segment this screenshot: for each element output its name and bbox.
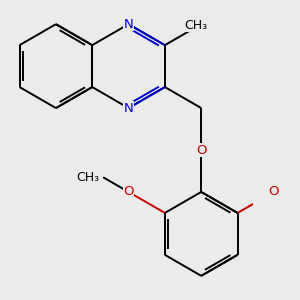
Text: N: N xyxy=(124,102,134,115)
Text: O: O xyxy=(196,143,206,157)
Text: CH₃: CH₃ xyxy=(76,171,99,184)
Text: O: O xyxy=(268,185,279,198)
Text: CH₃: CH₃ xyxy=(184,19,207,32)
Text: O: O xyxy=(123,185,134,198)
Text: N: N xyxy=(124,18,134,31)
